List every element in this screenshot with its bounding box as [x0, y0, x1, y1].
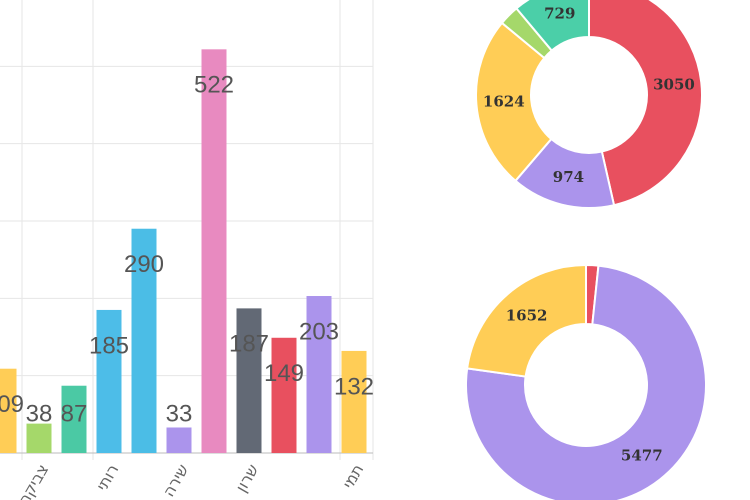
bar — [26, 423, 52, 453]
value-label: 203 — [299, 318, 339, 345]
donut-segment — [475, 21, 553, 183]
bar — [61, 385, 87, 453]
x-tick-label: שירה — [159, 461, 193, 500]
donut-segment — [466, 263, 587, 378]
bar — [96, 309, 122, 453]
value-label: 185 — [89, 332, 129, 359]
value-label: 290 — [124, 251, 164, 278]
segment-label: 729 — [544, 5, 575, 23]
value-label: 187 — [229, 331, 269, 358]
segment-label: 1624 — [483, 92, 525, 110]
value-label: 522 — [194, 72, 234, 99]
bar — [341, 350, 367, 453]
donut-segment — [465, 264, 707, 500]
segment-label: 5477 — [621, 446, 663, 464]
bar — [131, 228, 157, 453]
value-label: 149 — [264, 360, 304, 387]
bar — [306, 296, 332, 453]
x-tick-label: תמי — [338, 461, 367, 492]
segment-label: 3050 — [653, 75, 695, 93]
x-tick-label: צביקה — [14, 461, 53, 500]
value-label: 132 — [334, 373, 374, 400]
x-tick-label: רותי — [92, 461, 122, 494]
bar — [271, 337, 297, 453]
x-tick-label: שרון — [231, 461, 262, 496]
segment-label: 974 — [553, 168, 584, 186]
donut-segment — [515, 0, 590, 52]
bar — [236, 308, 262, 453]
value-label: 87 — [61, 400, 88, 427]
bar — [201, 49, 227, 453]
value-label: 38 — [26, 400, 53, 427]
bar — [0, 368, 17, 453]
donut-segment — [588, 0, 703, 207]
value-label: 109 — [0, 391, 24, 418]
bar — [166, 427, 192, 453]
segment-label: 1652 — [506, 307, 548, 325]
category-grid — [21, 0, 374, 460]
value-label: 33 — [166, 400, 193, 427]
